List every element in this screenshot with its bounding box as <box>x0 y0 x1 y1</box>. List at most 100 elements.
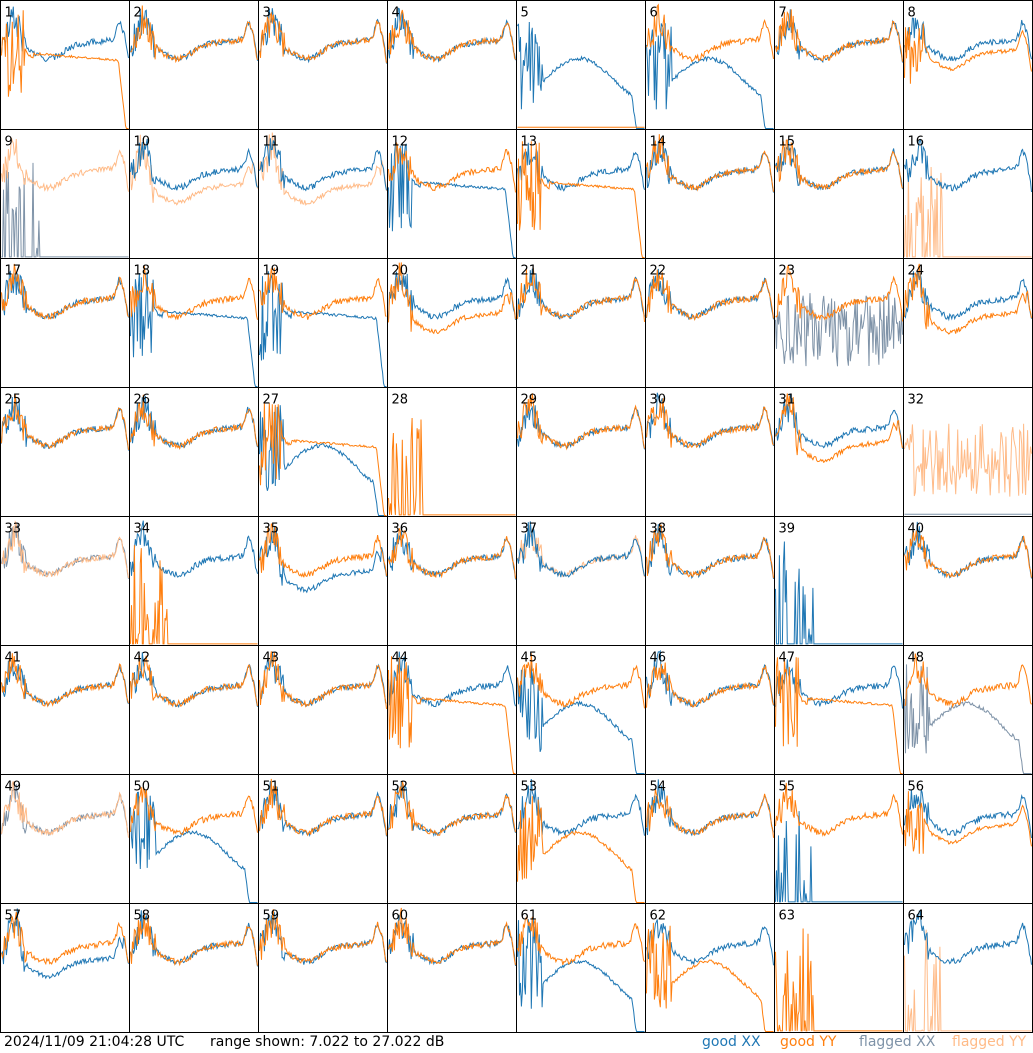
panel-label: 12 <box>392 135 409 150</box>
series-xx-64 <box>904 910 1032 965</box>
panel-46: 46 <box>645 645 775 775</box>
panel-label: 38 <box>650 522 667 537</box>
panel-label: 48 <box>908 651 925 666</box>
panel-61: 61 <box>516 903 646 1033</box>
panel-frame <box>387 774 517 904</box>
panel-32: 32 <box>903 387 1033 517</box>
series-yy-19 <box>259 267 387 320</box>
timestamp: 2024/11/09 21:04:28 UTC <box>4 1034 185 1050</box>
series-xx-11 <box>259 138 387 192</box>
series-xx-2 <box>130 8 258 62</box>
series-yy-8 <box>904 23 1032 84</box>
panel-label: 6 <box>650 6 658 21</box>
series-yy-57 <box>1 911 129 966</box>
series-xx-37 <box>517 521 645 578</box>
series-yy-48 <box>904 653 1032 709</box>
panel-52: 52 <box>387 774 517 904</box>
panel-label: 26 <box>134 393 151 408</box>
panel-54: 54 <box>645 774 775 904</box>
series-yy-23 <box>775 265 903 322</box>
panel-59: 59 <box>258 903 388 1033</box>
panel-frame <box>387 903 517 1033</box>
panel-35: 35 <box>258 516 388 646</box>
panel-16: 16 <box>903 129 1033 259</box>
series-yy-31 <box>775 393 903 464</box>
panel-frame <box>258 0 388 130</box>
panel-49: 49 <box>0 774 130 904</box>
series-fyy-64 <box>904 929 1032 1032</box>
panel-frame <box>0 645 130 775</box>
panel-36: 36 <box>387 516 517 646</box>
series-yy-35 <box>259 523 387 578</box>
panel-label: 58 <box>134 909 151 924</box>
panel-label: 21 <box>521 264 538 279</box>
panel-label: 55 <box>779 780 796 795</box>
panel-47: 47 <box>774 645 904 775</box>
panel-label: 54 <box>650 780 667 795</box>
panel-label: 57 <box>5 909 22 924</box>
panel-9: 9 <box>0 129 130 259</box>
panel-60: 60 <box>387 903 517 1033</box>
series-xx-20 <box>388 271 516 321</box>
series-yy-45 <box>517 653 645 709</box>
panel-frame <box>129 645 259 775</box>
panel-40: 40 <box>903 516 1033 646</box>
panel-33: 33 <box>0 516 130 646</box>
series-xx-8 <box>904 17 1032 62</box>
panel-label: 3 <box>263 6 271 21</box>
series-fyy-37 <box>517 525 645 578</box>
panel-label: 60 <box>392 909 409 924</box>
panel-4: 4 <box>387 0 517 130</box>
series-yy-46 <box>646 662 774 708</box>
panel-label: 20 <box>392 264 409 279</box>
panel-18: 18 <box>129 258 259 388</box>
series-yy-55 <box>775 782 903 837</box>
panel-label: 2 <box>134 6 142 21</box>
panel-8: 8 <box>903 0 1033 130</box>
panel-label: 28 <box>392 393 409 408</box>
panel-label: 7 <box>779 6 787 21</box>
panel-20: 20 <box>387 258 517 388</box>
panel-13: 13 <box>516 129 646 259</box>
series-yy-63 <box>775 928 903 1032</box>
series-yy-26 <box>130 394 258 450</box>
series-yy-14 <box>646 134 774 192</box>
panel-label: 41 <box>5 651 22 666</box>
panel-frame <box>387 0 517 130</box>
series-xx-55 <box>775 811 903 903</box>
panel-14: 14 <box>645 129 775 259</box>
series-xx-39 <box>775 541 903 645</box>
panel-frame <box>387 258 517 388</box>
series-xx-57 <box>1 908 129 980</box>
series-fyy-16 <box>904 166 1032 258</box>
legend-flagged-xx: flagged XX <box>859 1034 936 1050</box>
panel-56: 56 <box>903 774 1033 904</box>
panel-frame <box>516 0 646 130</box>
panel-17: 17 <box>0 258 130 388</box>
panel-frame <box>774 129 904 259</box>
series-xx-44 <box>388 651 516 708</box>
series-yy-6 <box>646 3 774 63</box>
series-yy-7 <box>775 9 903 62</box>
panel-label: 31 <box>779 393 796 408</box>
series-yy-52 <box>388 781 516 836</box>
panel-frame <box>129 0 259 130</box>
series-xx-18 <box>130 271 258 387</box>
panel-label: 10 <box>134 135 151 150</box>
legend-good-xx: good XX <box>702 1034 761 1050</box>
panel-frame <box>0 516 130 646</box>
panel-label: 56 <box>908 780 925 795</box>
panel-51: 51 <box>258 774 388 904</box>
panel-label: 44 <box>392 651 409 666</box>
panel-label: 29 <box>521 393 538 408</box>
panel-label: 62 <box>650 909 667 924</box>
panel-label: 11 <box>263 135 280 150</box>
series-yy-28 <box>388 417 516 516</box>
panel-58: 58 <box>129 903 259 1033</box>
panel-label: 37 <box>521 522 538 537</box>
panel-frame <box>645 516 775 646</box>
series-yy-20 <box>388 262 516 335</box>
panel-2: 2 <box>129 0 259 130</box>
series-xx-31 <box>775 394 903 449</box>
series-yy-18 <box>130 265 258 321</box>
